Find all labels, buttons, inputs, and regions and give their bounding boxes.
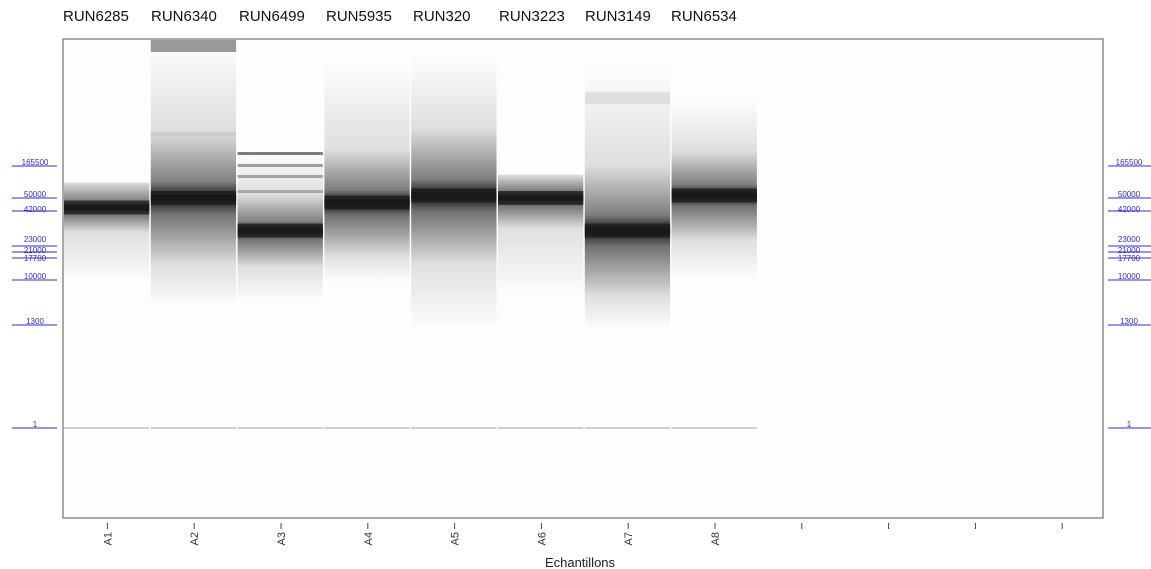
lane-a6: [498, 174, 584, 429]
main-band-core: [237, 227, 323, 234]
x-tick-label: A2: [189, 532, 201, 545]
reference-line: [324, 427, 410, 429]
x-axis: A1 A2 A3 A4 A5 A6 A7 A8: [102, 523, 1063, 545]
ladder-marker-label: 50000: [24, 190, 47, 199]
run-label: RUN6499: [239, 8, 305, 25]
reference-line: [150, 427, 237, 429]
main-band-core: [498, 195, 584, 201]
ladder-marker-label: 50000: [1118, 190, 1141, 199]
ladder-marker-label: 10000: [24, 272, 47, 281]
ladder-marker-label: 17700: [1118, 254, 1141, 263]
ladder-marker-label: 21000: [24, 246, 47, 255]
band: [237, 164, 323, 167]
smear: [150, 40, 237, 307]
ladder-marker-label: 23000: [1118, 235, 1141, 244]
lane-a7: [584, 65, 671, 429]
main-band-core: [584, 227, 671, 234]
markers-layer: 165500 165500 50000 50000 42000 42000 23000 230…: [12, 158, 1151, 429]
lane-a1: [64, 182, 150, 429]
lane-a2: [150, 40, 237, 429]
ladder-marker-label: 23000: [24, 235, 47, 244]
main-band-core: [671, 192, 757, 199]
run-labels: RUN6285 RUN6340 RUN6499 RUN5935 RUN320 R…: [0, 0, 1151, 32]
band: [237, 152, 323, 155]
ladder-marker-label: 1: [33, 420, 38, 429]
ladder-marker-label: 17700: [24, 254, 47, 263]
main-band-core: [150, 195, 237, 201]
lane-a8: [671, 100, 757, 429]
main-band-core: [411, 192, 497, 199]
x-tick-label: A3: [276, 532, 288, 545]
reference-line: [411, 427, 497, 429]
lane-a4: [324, 65, 410, 429]
lane-a3: [237, 153, 323, 429]
ladder-marker-label: 1300: [26, 317, 44, 326]
run-label: RUN3149: [585, 8, 651, 25]
main-band-core: [64, 204, 150, 211]
smear: [64, 182, 150, 283]
run-label: RUN320: [413, 8, 471, 25]
reference-line: [584, 427, 671, 429]
run-label: RUN5935: [326, 8, 392, 25]
ladder-marker-label: 42000: [24, 205, 47, 214]
ladder-marker-label: 1300: [1120, 317, 1138, 326]
plot-frame: [62, 38, 1104, 519]
faint-band: [584, 92, 671, 104]
ladder-marker-label: 165500: [1116, 158, 1143, 167]
faint-band: [150, 132, 237, 136]
ladder-marker-label: 42000: [1118, 205, 1141, 214]
lanes-layer: [63, 39, 1103, 518]
ladder-marker-label: 1: [1127, 420, 1132, 429]
x-tick-label: A7: [623, 532, 635, 545]
smear: [584, 65, 671, 329]
reference-line: [671, 427, 757, 429]
smear: [324, 65, 410, 283]
run-label: RUN6285: [63, 8, 129, 25]
ladder-marker-label: 10000: [1118, 272, 1141, 281]
run-label: RUN6534: [671, 8, 737, 25]
well-band: [150, 40, 237, 52]
reference-line: [64, 427, 150, 429]
run-label: RUN3223: [499, 8, 565, 25]
main-band-core: [324, 199, 410, 206]
ladder-marker-label: 165500: [22, 158, 49, 167]
band: [237, 175, 323, 178]
ladder-marker-label: 21000: [1118, 246, 1141, 255]
x-tick-label: A8: [710, 532, 722, 545]
reference-line: [237, 427, 323, 429]
run-label: RUN6340: [151, 8, 217, 25]
lane-a5: [411, 57, 497, 429]
x-tick-label: A4: [363, 532, 375, 545]
reference-line: [498, 427, 584, 429]
x-tick-label: A6: [536, 532, 548, 545]
band: [237, 190, 323, 193]
x-axis-title: Echantillons: [545, 555, 616, 569]
x-tick-label: A5: [450, 532, 462, 545]
x-tick-label: A1: [102, 532, 114, 545]
